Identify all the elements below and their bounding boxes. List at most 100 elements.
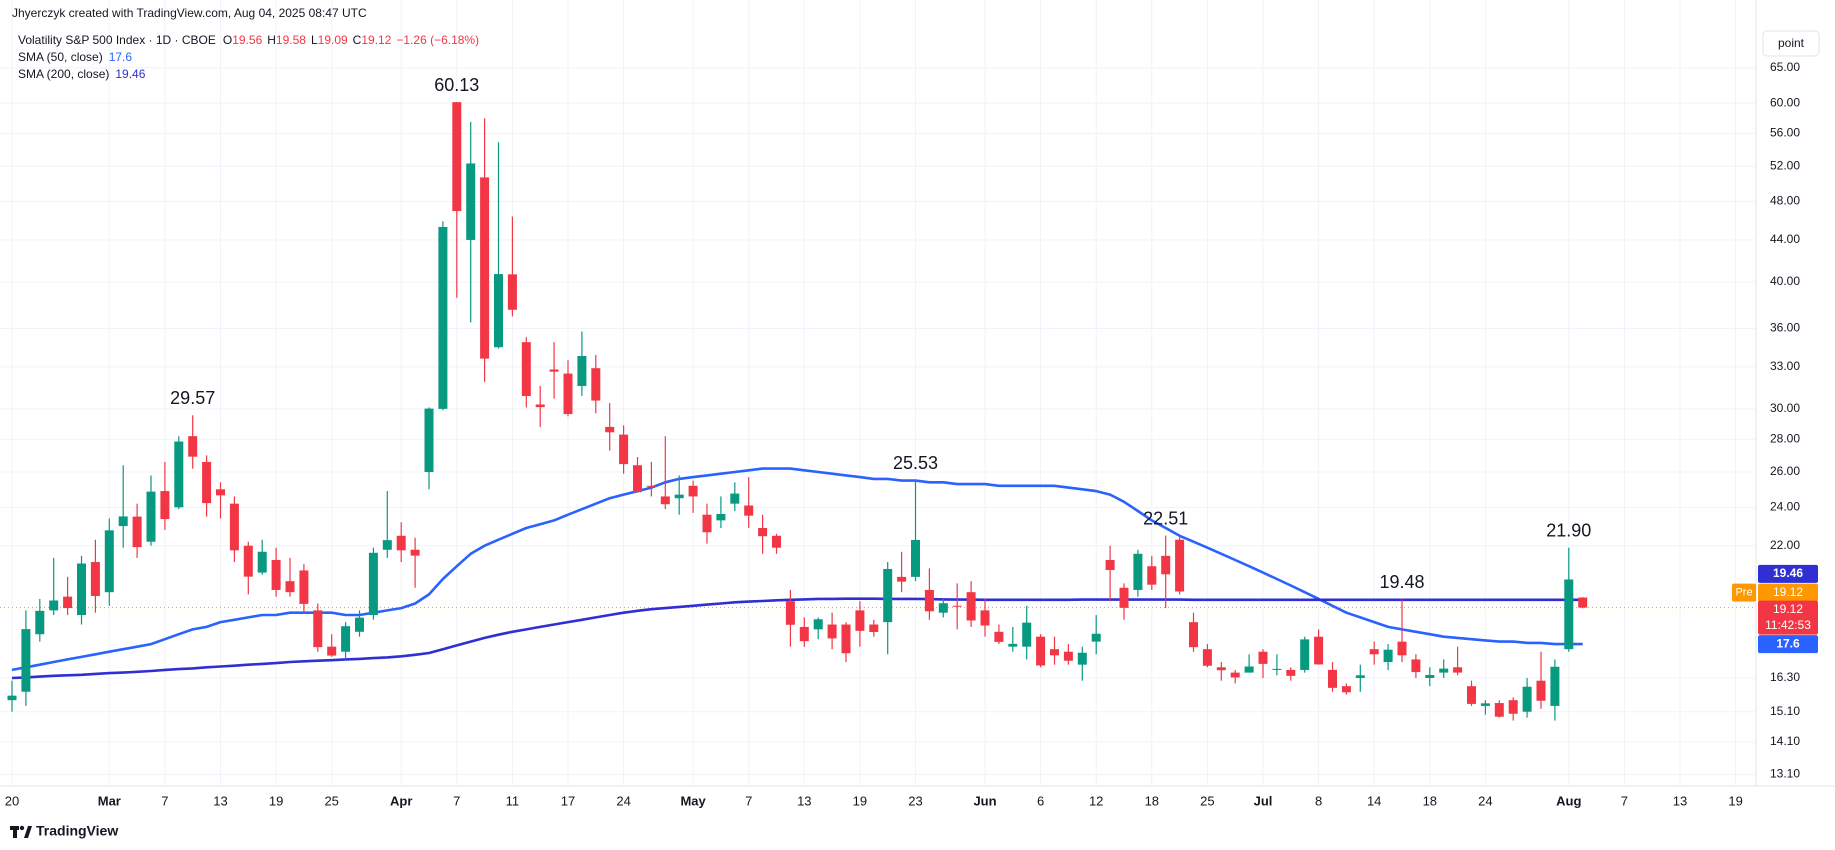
candle-body [1063,651,1073,661]
x-tick-label: 7 [161,793,168,808]
candle-body [1022,622,1032,647]
candle-body [938,603,948,613]
y-tick-label: 24.00 [1770,499,1800,513]
candle-body [1050,649,1059,656]
change: −1.26 (−6.18%) [396,33,479,47]
candle-body [924,589,934,612]
candle-body [355,617,364,632]
candle-body [535,404,545,408]
candle-body [521,342,531,396]
candle-body [202,461,212,504]
high-label: 22.51 [1143,508,1188,528]
candle-body [591,368,601,401]
candle-body [271,559,281,590]
x-tick-label: 19 [1728,793,1742,808]
x-tick-label: 19 [853,793,867,808]
candle-body [577,356,587,386]
candle-body [827,624,837,639]
x-tick-label: 13 [213,793,227,808]
x-tick-label: 25 [1200,793,1214,808]
candle-body [1564,579,1574,650]
candle-body [1480,703,1490,706]
x-tick-label: 20 [5,793,19,808]
candle-body [1077,652,1087,665]
high-label: 60.13 [434,75,479,95]
candle-body [480,177,490,359]
candle-body [327,646,337,656]
overlay: 29.57 60.13 25.53 22.51 19.48 21.90 19.46 Pre 19… [170,75,1818,654]
candle-body [1397,641,1407,656]
candle-body [63,596,73,609]
y-tick-label: 44.00 [1770,232,1800,246]
candle-body [410,549,420,556]
candle-body [549,369,559,372]
logo-slash [24,826,32,838]
candle-body [994,631,1004,642]
candle-body [730,493,740,504]
scale-button-frame[interactable] [1762,30,1820,57]
high-label: 21.90 [1546,520,1591,540]
x-tick-label: Apr [390,793,412,808]
countdown: 11:42:53 [1765,618,1811,632]
candle-body [952,605,962,607]
y-tick-label: 56.00 [1770,126,1800,140]
candle-body [174,441,184,508]
ohlc-value: 19.58 [276,33,306,47]
candle-body [494,274,503,348]
sma-price-label: 19.46 [1773,566,1803,580]
x-tick-label: 24 [616,793,630,808]
candle-body [813,619,823,630]
candle-body [118,516,128,527]
sma-price-box [1758,635,1818,654]
candle-body [646,485,656,487]
candle-body [911,539,920,577]
symbol-line: Volatility S&P 500 Index · 1D · CBOE O19.… [18,33,479,47]
candle-body [160,491,170,520]
candle-body [90,562,100,596]
credit: Jhyerczyk created with TradingView.com, … [12,6,367,20]
x-tick-label: 18 [1423,793,1437,808]
candle-body [1119,587,1129,608]
candle-body [799,626,809,642]
candle-body [1105,559,1115,571]
candle-body [299,570,309,604]
candle-body [1453,667,1463,673]
candle-body [396,535,406,551]
candle-body [341,626,351,652]
y-tick-label: 26.00 [1770,464,1800,478]
y-tick-label: 36.00 [1770,321,1800,335]
candle-body [897,576,907,582]
candle-body [21,629,31,692]
y-tick-label: 52.00 [1770,158,1800,172]
candle-body [313,610,323,648]
candle-body [1244,666,1254,673]
candle-body [1091,633,1101,642]
candle-body [758,528,768,537]
x-tick-label: Aug [1556,793,1581,808]
x-tick-label: 7 [453,793,460,808]
y-tick-label: 28.00 [1770,431,1800,445]
logo-dot [19,825,25,831]
x-tick-label: 7 [1621,793,1628,808]
candle-body [688,485,698,497]
candle-body [49,600,59,611]
x-tick-label: 6 [1037,793,1044,808]
x-tick-label: 12 [1089,793,1103,808]
candle-body [1508,700,1518,714]
candle-body [660,496,670,505]
y-tick-label: 65.00 [1770,60,1800,74]
x-tick-label: 23 [908,793,922,808]
candle-body [1369,649,1379,655]
x-tick-label: 25 [324,793,338,808]
candle-body [1133,553,1143,590]
candle-body [257,551,267,573]
x-tick-label: May [680,793,706,808]
scale-button[interactable]: point [1778,36,1805,50]
candle-body [1494,703,1504,717]
brand: TradingView [36,823,118,839]
pre-price-label: 19.12 [1773,585,1803,599]
x-tick-label: 7 [745,793,752,808]
candle-body [452,102,462,212]
candle-body [841,624,851,654]
